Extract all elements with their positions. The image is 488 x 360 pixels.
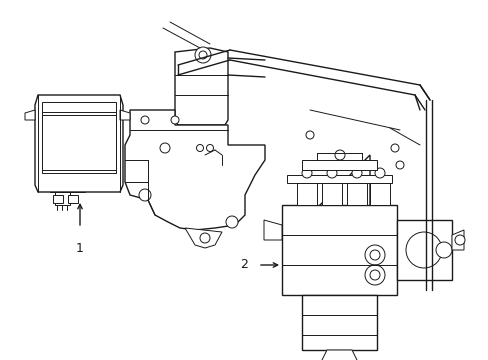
Bar (346, 183, 366, 205)
Bar (321, 183, 341, 205)
Polygon shape (175, 48, 227, 125)
Circle shape (405, 232, 441, 268)
Circle shape (199, 51, 206, 59)
Circle shape (196, 144, 203, 152)
Polygon shape (286, 175, 391, 183)
Polygon shape (451, 230, 463, 250)
Circle shape (351, 168, 361, 178)
Bar (396, 220, 451, 280)
Circle shape (302, 168, 311, 178)
Circle shape (200, 233, 209, 243)
Bar (53, 195, 63, 203)
Bar (42, 102, 116, 112)
Circle shape (141, 116, 149, 124)
Bar (282, 205, 396, 295)
Circle shape (454, 235, 464, 245)
Circle shape (369, 250, 379, 260)
Polygon shape (120, 110, 130, 120)
Circle shape (139, 189, 151, 201)
Circle shape (326, 168, 336, 178)
Polygon shape (302, 160, 376, 170)
Text: 2: 2 (240, 258, 247, 271)
Circle shape (369, 270, 379, 280)
Bar (369, 183, 389, 205)
Circle shape (195, 47, 210, 63)
Circle shape (225, 216, 238, 228)
Bar (42, 108, 116, 173)
Circle shape (160, 143, 170, 153)
Polygon shape (125, 110, 264, 230)
Circle shape (364, 265, 384, 285)
Circle shape (171, 116, 179, 124)
Bar (68, 195, 78, 203)
Polygon shape (321, 350, 356, 360)
Circle shape (334, 150, 345, 160)
Circle shape (206, 144, 213, 152)
Text: 1: 1 (76, 242, 84, 255)
Circle shape (390, 144, 398, 152)
Circle shape (364, 245, 384, 265)
Circle shape (305, 131, 313, 139)
Bar (42, 115, 116, 170)
Polygon shape (55, 192, 70, 205)
Circle shape (435, 242, 451, 258)
Polygon shape (35, 95, 123, 192)
Bar (296, 183, 316, 205)
Polygon shape (25, 110, 35, 120)
Polygon shape (184, 228, 222, 248)
Polygon shape (264, 220, 282, 240)
Bar (302, 295, 376, 350)
Polygon shape (294, 155, 369, 230)
Circle shape (395, 161, 403, 169)
Circle shape (374, 168, 384, 178)
